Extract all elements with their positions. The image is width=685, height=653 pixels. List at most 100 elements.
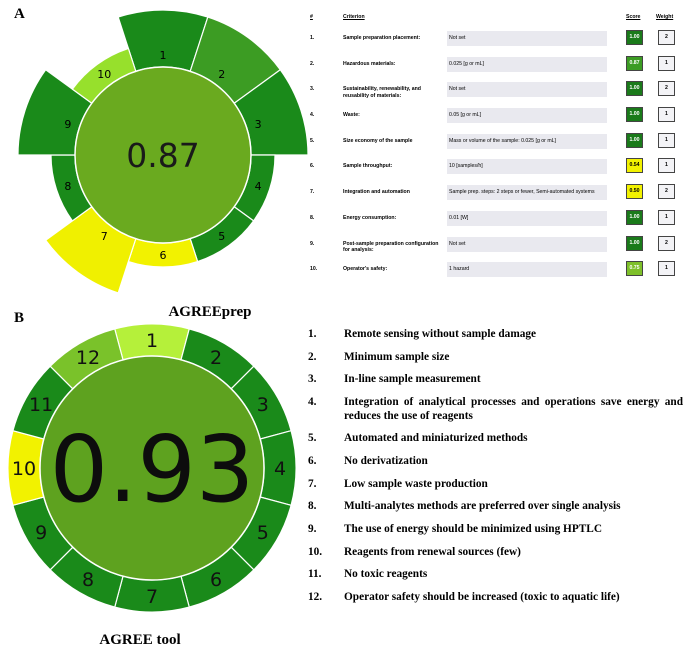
row-score-badge: 1.00 [626, 132, 643, 148]
row-weight-badge: 1 [658, 158, 675, 174]
panel-b-letter: B [14, 310, 25, 326]
row-weight-badge: 1 [658, 261, 675, 277]
row-criterion: Size economy of the sample [343, 137, 413, 144]
principle-number: 8. [308, 500, 317, 513]
table-row: 10. Operator's safety: 1 hazard 0.75 1 [306, 257, 682, 283]
row-number: 3. [310, 86, 315, 93]
principle-number: 9. [308, 523, 317, 535]
agree-segment-label-6: 6 [210, 569, 222, 591]
row-number: 4. [310, 112, 315, 119]
row-score-badge: 1.00 [626, 209, 643, 225]
row-value: 0.025 [g or mL] [447, 56, 607, 72]
header-weight: Weight [656, 14, 674, 20]
agree-principles-list: 1. Remote sensing without sample damage 2.… [308, 328, 683, 614]
row-weight-badge: 2 [658, 30, 675, 45]
row-weight-badge: 2 [658, 81, 675, 97]
table-row: 4. Waste: 0.05 [g or mL] 1.00 1 [306, 103, 682, 129]
row-criterion: Energy consumption: [343, 214, 397, 221]
agreeprep-segment-label-9: 9 [64, 118, 71, 131]
principle-item: 10. Reagents from renewal sources (few) [308, 546, 683, 560]
principle-number: 7. [308, 477, 317, 490]
principle-item: 12. Operator safety should be increased (… [308, 591, 683, 605]
header-criterion: Criterion [343, 14, 365, 20]
row-value: Not set [447, 236, 607, 252]
row-value: 0.05 [g or mL] [447, 108, 607, 124]
agree-segment-label-10: 10 [12, 458, 36, 480]
agree-segment-label-4: 4 [274, 458, 286, 480]
row-criterion: Sustainability, renewability, and reusab… [343, 86, 421, 99]
table-row: 3. Sustainability, renewability, and reus… [306, 77, 682, 103]
principle-number: 10. [308, 545, 323, 558]
principle-number: 1. [308, 328, 317, 340]
agreeprep-segment-label-10: 10 [97, 68, 111, 81]
table-row: 9. Post-sample preparation configuration … [306, 232, 682, 258]
table-row: 7. Integration and automation Sample prep.… [306, 180, 682, 206]
table-row: 8. Energy consumption: 0.01 [W] 1.00 1 [306, 206, 682, 232]
row-weight-badge: 2 [658, 184, 675, 200]
row-score-badge: 1.00 [626, 107, 643, 123]
principle-item: 1. Remote sensing without sample damage [308, 328, 683, 342]
row-value: Not set [447, 82, 607, 98]
agreeprep-segment-label-5: 5 [218, 230, 225, 243]
row-criterion: Waste: [343, 112, 360, 119]
row-score-badge: 0.87 [626, 55, 643, 71]
agree-center-score: 0.93 [50, 416, 255, 523]
table-row: 6. Sample throughput: 10 [samples/h] 0.54 1 [306, 154, 682, 180]
agreeprep-center [74, 66, 252, 244]
row-score-badge: 0.54 [626, 158, 643, 174]
principle-text: The use of energy should be minimized us… [344, 523, 602, 535]
row-number: 8. [310, 214, 315, 221]
row-number: 5. [310, 137, 315, 144]
row-number: 6. [310, 163, 315, 170]
agreeprep-segment-label-8: 8 [64, 180, 71, 193]
principle-item: 8. Multi-analytes methods are preferred o… [308, 500, 683, 514]
principle-item: 3. In-line sample measurement [308, 373, 683, 387]
header-score: Score [626, 14, 641, 20]
agree-segment-label-12: 12 [76, 347, 100, 369]
agree-center [39, 355, 265, 581]
principle-text: Low sample waste production [344, 477, 488, 490]
row-number: 1. [310, 35, 315, 41]
agree-segment-label-11: 11 [29, 394, 53, 416]
agree-segment-label-9: 9 [35, 522, 47, 544]
row-value: 1 hazard [447, 262, 607, 278]
row-number: 10. [310, 266, 318, 273]
table-header: # Criterion Score Weight [306, 12, 682, 26]
agreeprep-wheel: 1 2 3 4 5 6 7 8 9 10 0.87 [17, 9, 309, 294]
row-weight-badge: 1 [658, 107, 675, 123]
row-value: 0.01 [W] [447, 210, 607, 226]
row-criterion: Sample preparation placement: [343, 35, 421, 41]
table-row: 2. Hazardous materials: 0.025 [g or mL] 0.8… [306, 52, 682, 78]
row-score-badge: 1.00 [626, 30, 643, 45]
principle-item: 9. The use of energy should be minimized … [308, 523, 683, 537]
row-value: Sample prep. steps: 2 steps or fewer, Se… [447, 185, 607, 201]
agreeprep-segment-label-6: 6 [160, 249, 167, 262]
agree-segment-label-1: 1 [146, 330, 158, 352]
row-score-badge: 1.00 [626, 81, 643, 97]
principle-item: 5. Automated and miniaturized methods [308, 432, 683, 446]
principle-text: No toxic reagents [344, 568, 428, 581]
agreeprep-segment-label-1: 1 [160, 49, 167, 62]
principle-item: 4. Integration of analytical processes an… [308, 396, 683, 423]
principle-number: 2. [308, 350, 317, 363]
table-row: 1. Sample preparation placement: Not set 1.… [306, 26, 682, 52]
agreeprep-segment-label-7: 7 [101, 230, 108, 243]
row-number: 2. [310, 60, 315, 67]
agree-segment-label-3: 3 [257, 394, 269, 416]
row-score-badge: 1.00 [626, 235, 643, 251]
panel-a-letter: A [14, 6, 25, 22]
principle-text: Reagents from renewal sources (few) [344, 545, 521, 558]
principle-item: 7. Low sample waste production [308, 478, 683, 492]
agree-segment-label-8: 8 [82, 569, 94, 591]
row-weight-badge: 2 [658, 235, 675, 251]
principle-number: 3. [308, 373, 317, 386]
table-row: 5. Size economy of the sample Mass or volu… [306, 129, 682, 155]
principle-number: 4. [308, 396, 317, 409]
agreeprep-caption: AGREEprep [168, 304, 252, 320]
principle-text: No derivatization [344, 454, 428, 467]
principle-number: 5. [308, 432, 317, 445]
agree-segment-label-5: 5 [257, 522, 269, 544]
agreeprep-center-score: 0.87 [126, 136, 199, 175]
row-score-badge: 0.75 [626, 261, 643, 277]
